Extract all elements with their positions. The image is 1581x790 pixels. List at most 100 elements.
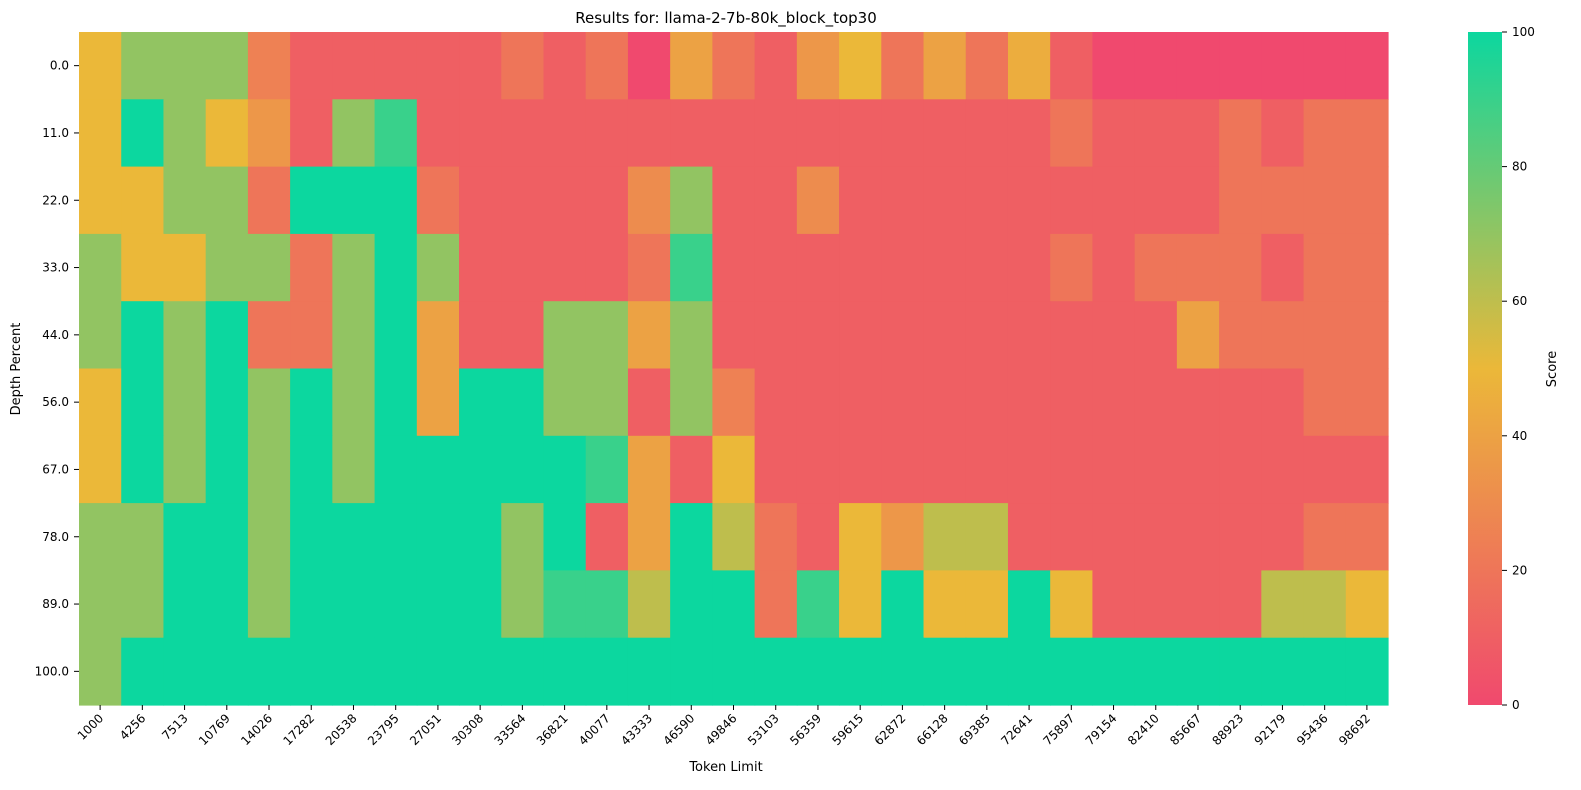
heatmap-cell xyxy=(839,435,882,504)
x-tick-label: 98692 xyxy=(1336,711,1373,748)
heatmap-cell xyxy=(1303,368,1347,437)
heatmap-cell xyxy=(839,32,882,100)
x-tick-label: 14026 xyxy=(238,711,275,748)
heatmap-cell xyxy=(627,570,671,639)
heatmap-cell xyxy=(965,166,1009,235)
heatmap-cell xyxy=(374,166,418,235)
heatmap-cell xyxy=(290,99,333,168)
heatmap-cell xyxy=(881,368,925,437)
heatmap-cell xyxy=(965,301,1009,370)
heatmap-cell xyxy=(501,166,545,235)
heatmap-cell xyxy=(796,166,840,235)
heatmap-cell xyxy=(1261,32,1305,100)
heatmap-cell xyxy=(290,233,333,302)
heatmap-cell xyxy=(712,166,756,235)
heatmap-cell xyxy=(796,637,840,706)
heatmap-cell xyxy=(670,99,713,168)
heatmap-cell xyxy=(1261,368,1305,437)
heatmap-cell xyxy=(627,166,671,235)
heatmap-cell xyxy=(712,503,756,571)
heatmap-cell xyxy=(796,368,840,437)
heatmap-cell xyxy=(754,32,798,100)
heatmap-cell xyxy=(501,301,545,370)
heatmap-cell xyxy=(1092,166,1136,235)
heatmap-cell xyxy=(1092,32,1136,100)
x-tick-label: 27051 xyxy=(407,711,444,748)
heatmap-cell xyxy=(543,570,587,639)
heatmap-cell xyxy=(670,301,713,370)
heatmap-cell xyxy=(1007,570,1051,639)
heatmap-cell xyxy=(374,368,418,437)
heatmap-cell xyxy=(459,368,502,437)
heatmap-cell xyxy=(923,637,967,706)
heatmap-cell xyxy=(543,637,587,706)
heatmap-cell xyxy=(121,99,165,168)
heatmap-cell xyxy=(205,233,249,302)
y-tick-label: 11.0 xyxy=(42,126,69,140)
heatmap-cell xyxy=(670,435,713,504)
heatmap-cell xyxy=(416,368,460,437)
x-tick-label: 20538 xyxy=(323,711,360,748)
x-tick-label: 23795 xyxy=(365,711,402,748)
heatmap-cell xyxy=(1303,166,1347,235)
heatmap-cell xyxy=(332,570,376,639)
heatmap-cell xyxy=(585,570,629,639)
heatmap-cell xyxy=(1219,233,1262,302)
heatmap-cell xyxy=(585,435,629,504)
heatmap-cell xyxy=(1176,570,1220,639)
heatmap-cell xyxy=(754,301,798,370)
heatmap-cell xyxy=(416,570,460,639)
heatmap-cell xyxy=(1261,301,1305,370)
x-tick-label: 92179 xyxy=(1252,711,1289,748)
heatmap-cell xyxy=(1219,368,1262,437)
heatmap-cell xyxy=(205,32,249,100)
heatmap-cell xyxy=(1176,166,1220,235)
heatmap-cell xyxy=(754,368,798,437)
heatmap-cell xyxy=(1261,166,1305,235)
heatmap-cell xyxy=(459,503,502,571)
heatmap-cell xyxy=(1176,32,1220,100)
x-tick-label: 43333 xyxy=(618,711,655,748)
heatmap-cell xyxy=(754,99,798,168)
heatmap-cell xyxy=(416,99,460,168)
heatmap-cell xyxy=(459,637,502,706)
heatmap-cell xyxy=(501,570,545,639)
heatmap-cell xyxy=(416,32,460,100)
heatmap-cell xyxy=(881,301,925,370)
heatmap-cell xyxy=(121,368,165,437)
heatmap-cell xyxy=(796,32,840,100)
y-tick-label: 22.0 xyxy=(42,193,69,207)
heatmap-cell xyxy=(670,368,713,437)
heatmap-cell xyxy=(543,503,587,571)
x-tick-label: 36821 xyxy=(534,711,571,748)
y-tick-label: 67.0 xyxy=(42,462,69,476)
heatmap-cell xyxy=(247,233,291,302)
heatmap-cell xyxy=(712,368,756,437)
heatmap-cell xyxy=(1092,435,1136,504)
heatmap-cell xyxy=(290,32,333,100)
heatmap-cell xyxy=(1007,503,1051,571)
heatmap-cell xyxy=(712,435,756,504)
heatmap-cell xyxy=(205,368,249,437)
heatmap-cell xyxy=(374,301,418,370)
heatmap-cell xyxy=(1050,368,1094,437)
y-tick-label: 56.0 xyxy=(42,395,69,409)
heatmap-cell xyxy=(1134,570,1178,639)
heatmap-cell xyxy=(796,99,840,168)
heatmap-cell xyxy=(121,32,165,100)
x-tick-label: 17282 xyxy=(280,711,317,748)
colorbar xyxy=(1468,32,1502,705)
colorbar-ticks: 0 20 40 60 80 100 xyxy=(1502,25,1535,712)
heatmap-cell xyxy=(163,301,207,370)
heatmap-cell xyxy=(374,570,418,639)
heatmap-cell xyxy=(923,368,967,437)
heatmap-cell xyxy=(459,32,502,100)
heatmap-cell xyxy=(79,435,122,504)
colorbar-tick-label: 20 xyxy=(1512,563,1527,577)
heatmap-cell xyxy=(79,503,122,571)
heatmap-cell xyxy=(839,166,882,235)
x-tick-label: 85667 xyxy=(1167,711,1204,748)
heatmap-cell xyxy=(543,166,587,235)
heatmap-cell xyxy=(1092,570,1136,639)
heatmap-cell xyxy=(459,166,502,235)
